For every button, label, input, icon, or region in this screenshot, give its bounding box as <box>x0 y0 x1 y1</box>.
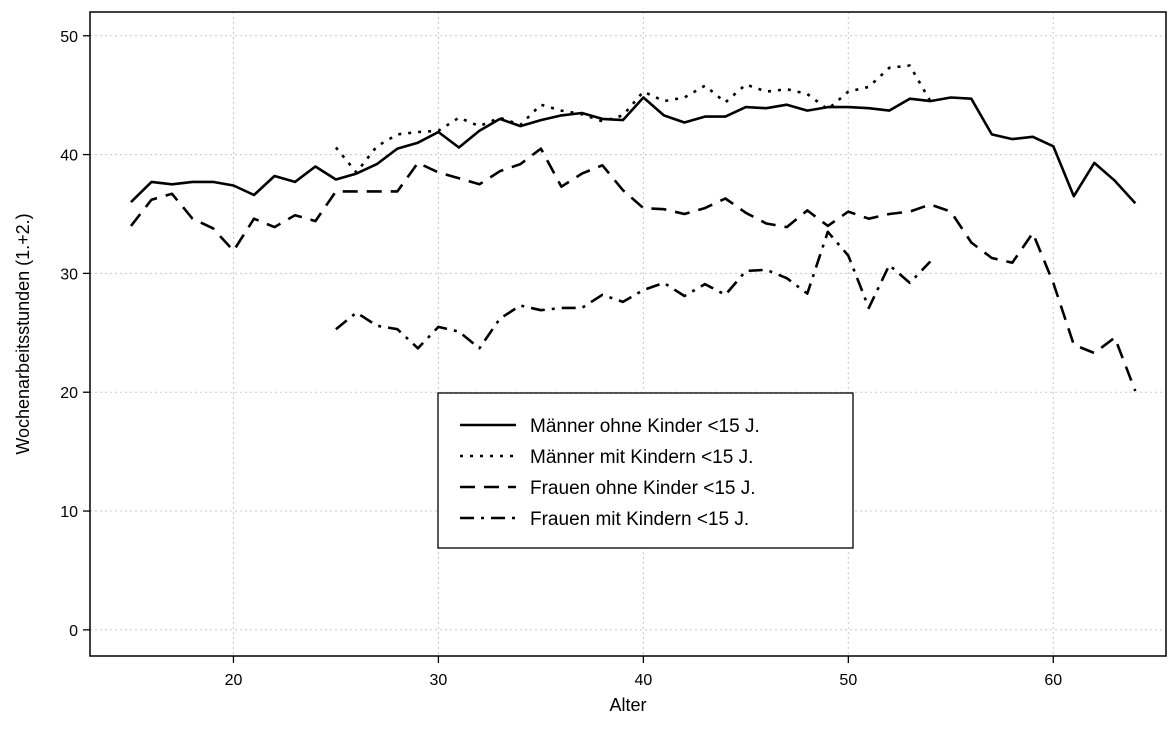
y-axis-title: Wochenarbeitsstunden (1.+2.) <box>13 213 33 454</box>
grid-lines <box>90 12 1166 656</box>
x-axis-title: Alter <box>609 695 646 715</box>
series-lines <box>129 64 1137 392</box>
legend-label: Frauen ohne Kinder <15 J. <box>530 478 756 499</box>
legend-label: Männer mit Kindern <15 J. <box>530 447 753 468</box>
x-tick-label: 30 <box>430 672 448 689</box>
x-tick-label: 50 <box>839 672 857 689</box>
y-tick-label: 40 <box>60 148 78 165</box>
y-axis: 0 10 20 30 40 50 <box>60 29 90 640</box>
y-tick-label: 50 <box>60 29 78 46</box>
y-tick-label: 10 <box>60 504 78 521</box>
x-axis: 20 30 40 50 60 <box>225 656 1062 689</box>
legend: Männer ohne Kinder <15 J. Männer mit Kind… <box>437 392 854 549</box>
legend-label: Männer ohne Kinder <15 J. <box>530 416 760 437</box>
series-line-3 <box>129 147 1137 392</box>
y-tick-label: 20 <box>60 385 78 402</box>
plot-frame <box>89 11 1167 657</box>
legend-box <box>437 392 854 549</box>
series-line-1 <box>130 96 1137 205</box>
legend-label: Frauen mit Kindern <15 J. <box>530 509 749 530</box>
series-line-2 <box>334 64 932 174</box>
x-tick-label: 40 <box>634 672 652 689</box>
series-line-4 <box>335 230 932 350</box>
x-tick-label: 20 <box>225 672 243 689</box>
x-tick-label: 60 <box>1044 672 1062 689</box>
y-tick-label: 30 <box>60 266 78 283</box>
y-tick-label: 0 <box>69 623 78 640</box>
